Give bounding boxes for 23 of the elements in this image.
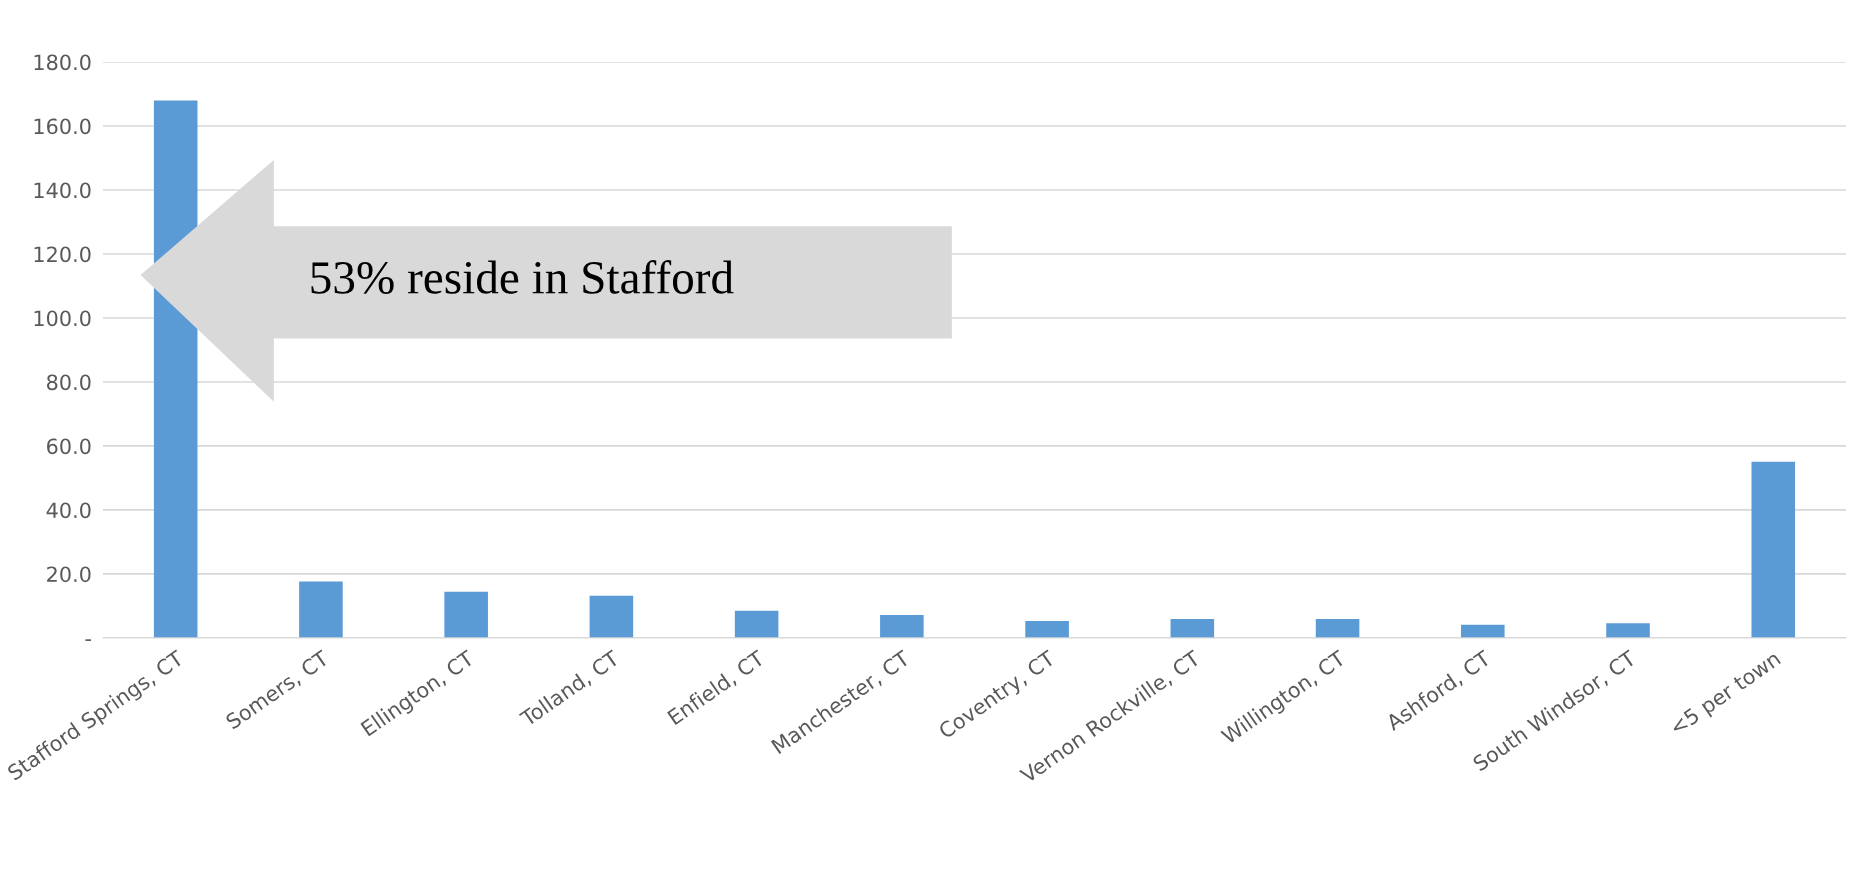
bar [880,614,924,638]
y-tick-label: 80.0 [46,374,91,391]
y-tick-label: 20.0 [47,566,91,583]
y-tick-label: - [85,639,91,641]
bar [1170,619,1215,638]
bar [1461,624,1505,638]
y-tick-label: 60.0 [47,438,91,455]
bar [589,595,634,638]
bar [444,591,488,638]
y-tick-label: 120.0 [34,246,91,263]
bar [1025,620,1069,638]
y-tick-label: 160.0 [34,118,91,135]
y-tick-label: 40.0 [46,502,91,519]
x-tick-label: <5 per town [1669,650,1784,739]
y-tick-label: 100.0 [34,310,91,327]
bar [1606,623,1650,638]
y-tick-label: 180.0 [34,54,91,71]
annotation: 53% reside in Stafford [311,260,734,294]
bar [734,610,779,638]
y-tick-label: 140.0 [34,182,91,199]
bar [1751,461,1796,638]
bar [1315,619,1360,638]
bar [299,581,343,638]
